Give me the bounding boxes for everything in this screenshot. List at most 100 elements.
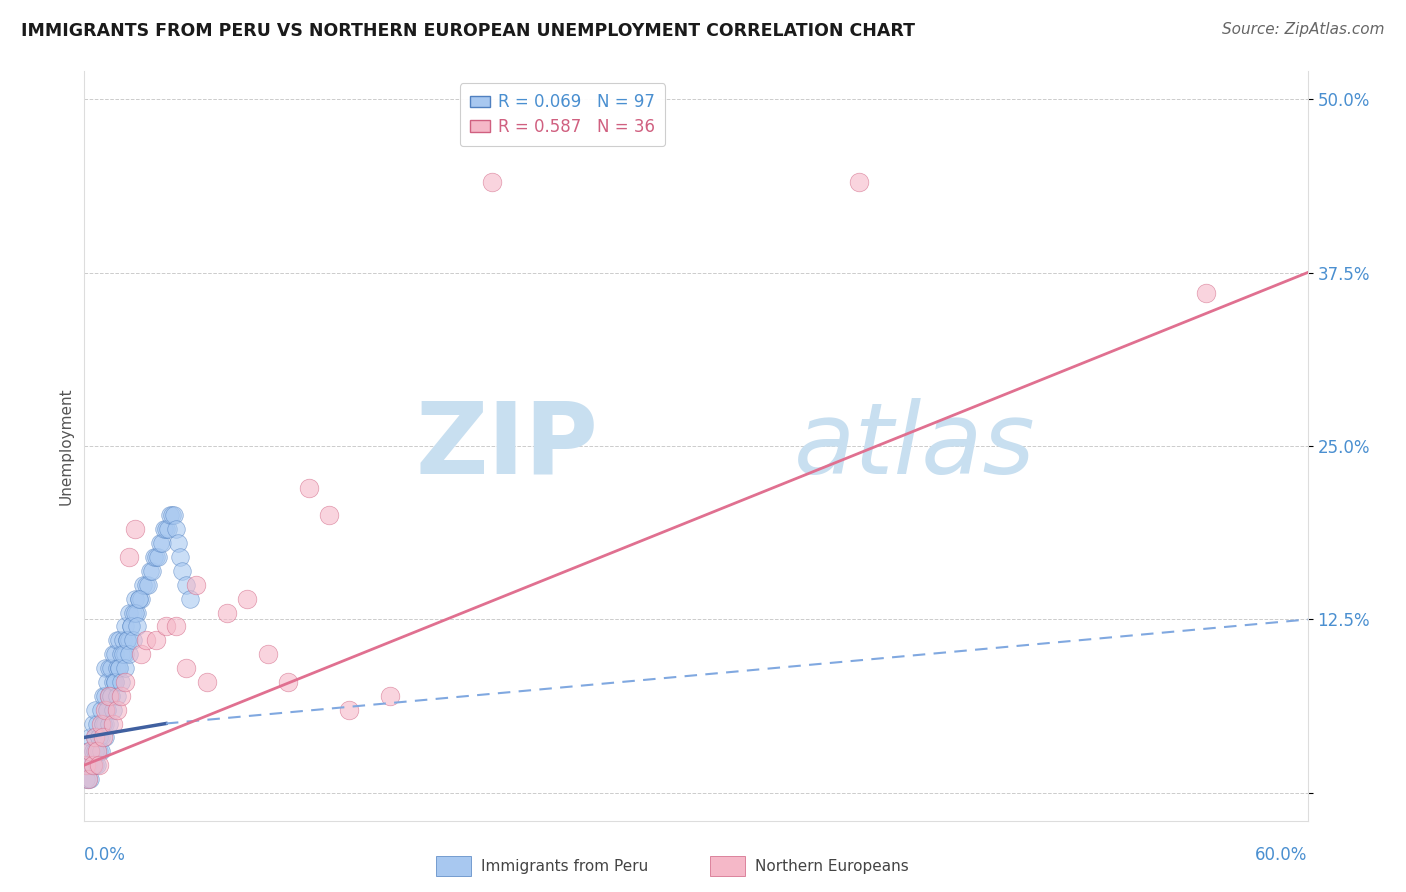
- Point: [79, 731, 101, 745]
- Point: [127, 606, 149, 620]
- Point: [118, 647, 141, 661]
- Point: [131, 647, 153, 661]
- Point: [87, 744, 110, 758]
- Point: [91, 689, 114, 703]
- Point: [122, 633, 145, 648]
- Point: [79, 744, 101, 758]
- Point: [159, 508, 181, 523]
- Point: [118, 606, 141, 620]
- Point: [97, 661, 120, 675]
- Point: [93, 731, 115, 745]
- Point: [82, 716, 104, 731]
- Point: [105, 689, 128, 703]
- Point: [138, 564, 160, 578]
- Point: [82, 758, 104, 772]
- Point: [298, 481, 321, 495]
- Point: [124, 606, 146, 620]
- Point: [93, 689, 115, 703]
- Point: [100, 689, 122, 703]
- Point: [75, 772, 97, 786]
- Point: [86, 758, 108, 772]
- Point: [174, 661, 197, 675]
- Point: [97, 716, 120, 731]
- Point: [82, 744, 104, 758]
- Point: [110, 647, 132, 661]
- Point: [105, 633, 128, 648]
- Point: [179, 591, 201, 606]
- Point: [118, 633, 141, 648]
- Point: [165, 522, 187, 536]
- Point: [155, 619, 177, 633]
- Point: [118, 549, 141, 564]
- Point: [79, 758, 101, 772]
- Point: [101, 647, 124, 661]
- Point: [91, 716, 114, 731]
- Point: [257, 647, 280, 661]
- Point: [145, 633, 167, 648]
- Point: [135, 633, 157, 648]
- Point: [174, 578, 197, 592]
- Point: [128, 591, 150, 606]
- Point: [75, 758, 97, 772]
- Point: [108, 633, 131, 648]
- Legend: R = 0.069   N = 97, R = 0.587   N = 36: R = 0.069 N = 97, R = 0.587 N = 36: [460, 84, 665, 146]
- Point: [91, 731, 114, 745]
- Point: [86, 744, 108, 758]
- Text: 0.0%: 0.0%: [84, 846, 127, 863]
- Point: [169, 549, 191, 564]
- Text: Source: ZipAtlas.com: Source: ZipAtlas.com: [1222, 22, 1385, 37]
- Text: ZIP: ZIP: [415, 398, 598, 494]
- Point: [195, 674, 218, 689]
- Point: [124, 522, 146, 536]
- Point: [87, 731, 110, 745]
- Point: [124, 591, 146, 606]
- Point: [145, 549, 167, 564]
- Point: [115, 633, 138, 648]
- Point: [93, 703, 115, 717]
- Point: [90, 744, 112, 758]
- Text: Northern Europeans: Northern Europeans: [755, 859, 908, 873]
- Point: [120, 619, 142, 633]
- Point: [186, 578, 208, 592]
- Point: [104, 674, 127, 689]
- Point: [87, 731, 110, 745]
- Point: [101, 703, 124, 717]
- Point: [339, 703, 361, 717]
- Point: [481, 175, 503, 189]
- Point: [167, 536, 190, 550]
- Point: [86, 744, 108, 758]
- Point: [110, 674, 132, 689]
- Point: [86, 716, 108, 731]
- Point: [101, 674, 124, 689]
- Text: atlas: atlas: [794, 398, 1035, 494]
- Point: [83, 744, 105, 758]
- Point: [380, 689, 402, 703]
- Point: [236, 591, 259, 606]
- Point: [112, 633, 135, 648]
- Point: [90, 731, 112, 745]
- Point: [127, 619, 149, 633]
- Point: [90, 716, 112, 731]
- Point: [114, 674, 136, 689]
- Point: [104, 674, 127, 689]
- Point: [848, 175, 870, 189]
- Point: [1195, 286, 1218, 301]
- Point: [110, 689, 132, 703]
- Point: [114, 619, 136, 633]
- Text: 60.0%: 60.0%: [1256, 846, 1308, 863]
- Point: [277, 674, 299, 689]
- Point: [156, 522, 179, 536]
- Point: [83, 731, 105, 745]
- Point: [112, 647, 135, 661]
- Point: [108, 661, 131, 675]
- Point: [90, 703, 112, 717]
- Point: [108, 661, 131, 675]
- Point: [128, 591, 150, 606]
- Point: [104, 647, 127, 661]
- Text: Immigrants from Peru: Immigrants from Peru: [481, 859, 648, 873]
- Point: [83, 731, 105, 745]
- Point: [105, 661, 128, 675]
- Point: [96, 703, 118, 717]
- Point: [318, 508, 340, 523]
- Point: [160, 508, 183, 523]
